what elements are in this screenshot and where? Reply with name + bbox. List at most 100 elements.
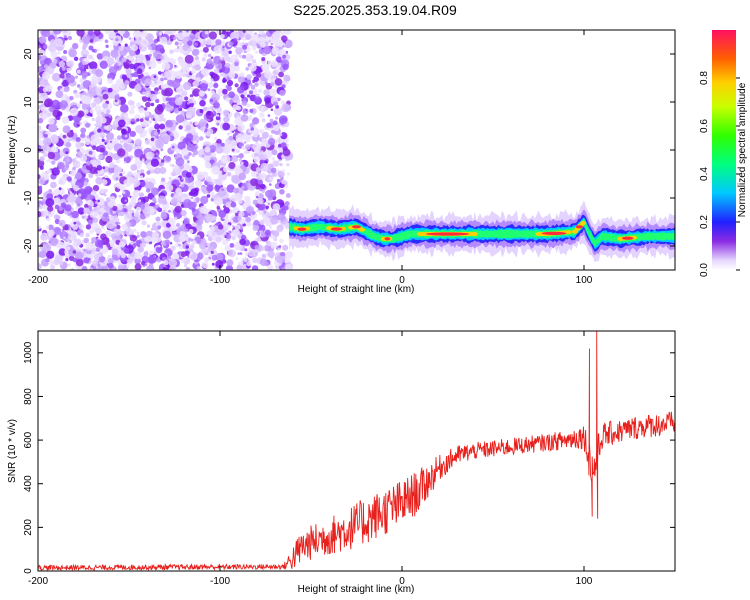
noise-blob <box>155 152 159 156</box>
noise-blob <box>163 126 170 132</box>
noise-blob <box>94 201 99 205</box>
noise-blob <box>123 62 131 69</box>
noise-blob <box>196 171 205 180</box>
noise-blob <box>160 212 168 220</box>
noise-blob <box>151 146 157 152</box>
noise-blob <box>81 70 89 78</box>
noise-blob <box>114 94 120 100</box>
noise-blob <box>50 264 56 270</box>
noise-blob <box>144 90 152 98</box>
noise-blob <box>72 241 77 247</box>
noise-blob <box>149 93 157 101</box>
noise-blob <box>219 56 223 60</box>
noise-blob <box>146 177 150 181</box>
noise-blob <box>210 90 215 95</box>
signal-peak-3 <box>384 237 391 241</box>
noise-blob <box>97 199 100 203</box>
noise-blob <box>129 49 136 57</box>
noise-blob <box>271 31 281 41</box>
noise-blob <box>194 121 199 126</box>
noise-blob <box>230 201 237 208</box>
noise-blob <box>151 178 156 183</box>
noise-blob <box>149 50 154 54</box>
noise-blob <box>183 217 190 225</box>
noise-blob <box>209 98 214 103</box>
noise-blob <box>282 63 289 71</box>
noise-blob <box>77 110 85 118</box>
noise-blob <box>169 132 174 137</box>
noise-blob <box>98 156 102 159</box>
noise-blob <box>282 45 285 48</box>
noise-blob <box>226 184 235 193</box>
noise-blob <box>260 153 268 161</box>
noise-blob <box>140 30 148 38</box>
noise-blob <box>136 53 146 63</box>
noise-blob <box>76 103 81 108</box>
noise-blob <box>281 103 291 113</box>
noise-blob <box>279 252 284 257</box>
noise-blob <box>230 194 239 202</box>
noise-blob <box>245 108 248 112</box>
noise-blob <box>119 264 124 270</box>
noise-blob <box>224 141 228 145</box>
noise-blob <box>78 193 82 197</box>
noise-blob <box>267 60 272 65</box>
noise-blob <box>118 195 122 198</box>
noise-blob <box>57 51 61 55</box>
noise-blob <box>222 88 228 95</box>
noise-blob <box>258 203 266 211</box>
noise-blob <box>271 157 275 161</box>
noise-blob <box>241 145 246 150</box>
noise-blob <box>193 42 199 47</box>
noise-blob <box>83 257 90 264</box>
noise-blob <box>218 221 221 225</box>
noise-blob <box>210 226 216 232</box>
noise-blob <box>231 174 241 184</box>
noise-blob <box>165 183 174 192</box>
noise-blob <box>106 57 115 66</box>
noise-blob <box>162 117 166 122</box>
noise-blob <box>259 112 265 118</box>
noise-blob <box>107 262 114 269</box>
noise-blob <box>105 44 109 48</box>
noise-blob <box>246 103 251 108</box>
noise-blob <box>192 149 199 156</box>
noise-blob <box>99 114 103 118</box>
noise-blob <box>71 267 74 270</box>
noise-blob <box>93 211 99 217</box>
noise-blob <box>282 54 287 59</box>
noise-blob <box>248 90 253 95</box>
noise-blob <box>102 93 109 100</box>
noise-blob <box>42 137 52 147</box>
noise-blob <box>121 57 127 63</box>
noise-blob <box>134 176 139 180</box>
noise-blob <box>38 224 42 230</box>
noise-blob <box>65 106 71 113</box>
noise-blob <box>267 250 275 258</box>
noise-blob <box>179 231 185 236</box>
noise-blob <box>252 199 259 205</box>
noise-blob <box>76 30 85 37</box>
noise-blob <box>132 30 141 39</box>
noise-blob <box>254 96 262 104</box>
noise-blob <box>168 58 171 61</box>
noise-blob <box>51 171 55 174</box>
signal-peak-7 <box>621 236 634 240</box>
noise-blob <box>127 91 133 97</box>
noise-blob <box>256 190 260 194</box>
noise-blob <box>168 130 171 133</box>
noise-blob <box>191 202 197 208</box>
noise-blob <box>216 114 220 117</box>
noise-blob <box>273 107 283 116</box>
noise-blob <box>169 242 173 245</box>
noise-blob <box>101 179 108 185</box>
noise-blob <box>218 188 227 197</box>
noise-blob <box>92 184 100 192</box>
noise-blob <box>237 124 246 132</box>
noise-blob <box>88 173 94 179</box>
noise-blob <box>180 259 185 263</box>
noise-blob <box>118 119 126 128</box>
noise-blob <box>206 194 211 198</box>
noise-blob <box>199 99 206 107</box>
